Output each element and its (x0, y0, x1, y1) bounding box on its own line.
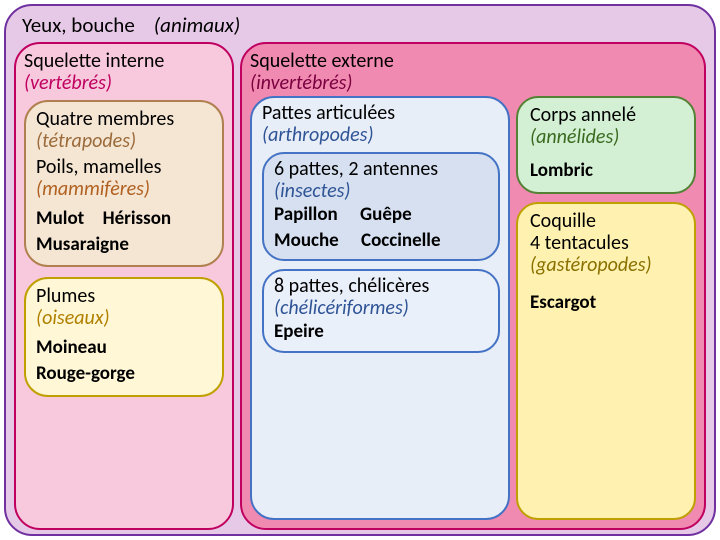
oiseaux-category: (oiseaux) (36, 307, 214, 329)
invertebres-title: Squelette externe (250, 50, 696, 72)
annelides-examples: Lombric (530, 158, 684, 184)
annelides-category: (annélides) (530, 126, 684, 148)
example-moineau: Moineau (36, 336, 107, 359)
cheliceriformes-title: 8 pattes, chélicères (274, 275, 490, 297)
insectes-examples: Papillon Guêpe Mouche Coccinelle (274, 202, 490, 253)
example-escargot: Escargot (530, 290, 596, 316)
insectes-title: 6 pattes, 2 antennes (274, 158, 490, 180)
gasteropodes-category: (gastéropodes) (530, 254, 684, 276)
example-mouche: Mouche (274, 228, 339, 254)
mammiferes-title: Poils, mamelles (36, 156, 214, 178)
vertebres-group: Squelette interne (vertébrés) Quatre mem… (14, 42, 234, 530)
oiseaux-examples: Moineau Rouge-gorge (36, 335, 214, 386)
invertebres-category: (invertébrés) (250, 72, 696, 94)
example-mulot: Mulot (36, 207, 84, 230)
insectes-group: 6 pattes, 2 antennes (insectes) Papillon… (262, 152, 500, 261)
cheliceriformes-category: (chélicériformes) (274, 297, 490, 319)
mammiferes-group: Poils, mamelles (mammifères) Mulot Héris… (36, 156, 214, 257)
root-header: Yeux, bouche (animaux) (14, 12, 706, 38)
invertebres-right-column: Corps annelé (annélides) Lombric Coquill… (516, 96, 696, 520)
vertebres-title: Squelette interne (24, 50, 224, 72)
mammiferes-category: (mammifères) (36, 178, 214, 200)
arthropodes-group: Pattes articulées (arthropodes) 6 pattes… (250, 96, 510, 520)
invertebres-group: Squelette externe (invertébrés) Pattes a… (240, 42, 706, 530)
tetrapodes-title: Quatre membres (36, 108, 214, 130)
vertebres-category: (vertébrés) (24, 72, 224, 94)
arthropodes-category: (arthropodes) (262, 124, 500, 146)
gasteropodes-group: Coquille 4 tentacules (gastéropodes) Esc… (516, 202, 696, 520)
main-row: Squelette interne (vertébrés) Quatre mem… (14, 42, 706, 530)
gasteropodes-examples: Escargot (530, 290, 684, 316)
example-rouge-gorge: Rouge-gorge (36, 362, 135, 385)
tetrapodes-group: Quatre membres (tétrapodes) Poils, mamel… (24, 100, 224, 267)
mammiferes-examples: Mulot Hérisson Musaraigne (36, 206, 214, 257)
example-papillon: Papillon (274, 202, 338, 228)
animaux-group: Yeux, bouche (animaux) Squelette interne… (4, 4, 716, 536)
cheliceriformes-group: 8 pattes, chélicères (chélicériformes) E… (262, 269, 500, 353)
example-epeire: Epeire (274, 319, 324, 345)
example-lombric: Lombric (530, 158, 593, 184)
tetrapodes-category: (tétrapodes) (36, 130, 214, 152)
example-musaraigne: Musaraigne (36, 233, 129, 256)
invertebres-row: Pattes articulées (arthropodes) 6 pattes… (250, 96, 696, 520)
annelides-title: Corps annelé (530, 104, 684, 126)
oiseaux-group: Plumes (oiseaux) Moineau Rouge-gorge (24, 277, 224, 396)
gasteropodes-title-1: Coquille (530, 210, 684, 232)
example-coccinelle: Coccinelle (361, 228, 441, 254)
insectes-category: (insectes) (274, 180, 490, 202)
annelides-group: Corps annelé (annélides) Lombric (516, 96, 696, 194)
arthropodes-title: Pattes articulées (262, 102, 500, 124)
oiseaux-title: Plumes (36, 285, 214, 307)
example-guepe: Guêpe (360, 202, 412, 228)
cheliceriformes-examples: Epeire (274, 319, 490, 345)
root-category: (animaux) (154, 12, 240, 38)
example-herisson: Hérisson (103, 207, 172, 230)
root-title: Yeux, bouche (22, 12, 135, 38)
gasteropodes-title-2: 4 tentacules (530, 232, 684, 254)
